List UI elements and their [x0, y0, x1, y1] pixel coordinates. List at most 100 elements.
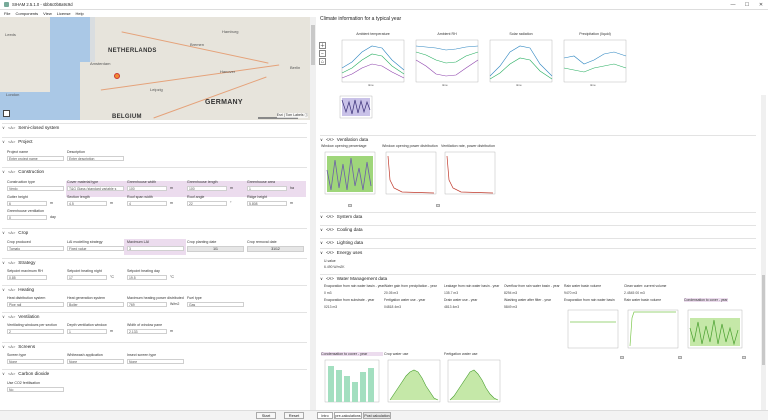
map-label-germany: GERMANY	[205, 99, 243, 106]
left-scrollbar[interactable]	[310, 17, 316, 410]
heat-distribution-select[interactable]: Pipe rail	[7, 302, 64, 307]
collapse-icon[interactable]: ∨	[2, 169, 5, 174]
section-ventilation-data[interactable]: ∨ <A> Ventilation data	[320, 135, 756, 143]
project-name-input[interactable]: Enter project name	[7, 156, 64, 161]
greenhouse-length-input[interactable]: 100	[187, 186, 227, 191]
collapse-icon[interactable]: ∨	[2, 344, 5, 349]
section-tag: <A>	[326, 214, 334, 219]
minimize-button[interactable]: —	[730, 2, 736, 8]
field-label: Greenhouse ventilation	[7, 209, 44, 213]
insect-screen-select[interactable]: None	[127, 359, 184, 364]
lai-strategy-select[interactable]: Fixed value	[67, 246, 124, 251]
greenhouse-width-input[interactable]: 100	[127, 186, 167, 191]
section-water-management[interactable]: ∨ <A> Water Management data	[320, 274, 756, 282]
chart-plot	[339, 95, 373, 119]
chart-slider[interactable]	[678, 356, 682, 359]
whitewash-select[interactable]: None	[67, 359, 124, 364]
zoom-in-icon[interactable]: ＋	[319, 42, 326, 49]
map-scrollbar[interactable]	[258, 117, 298, 119]
collapse-icon[interactable]: ∨	[320, 227, 324, 232]
collapse-icon[interactable]: ∨	[2, 230, 5, 235]
depth-window-input[interactable]: 1	[67, 329, 107, 334]
collapse-icon[interactable]: ∨	[320, 214, 324, 219]
menu-help[interactable]: Help	[75, 11, 84, 16]
ridge-height-input[interactable]: 5.808	[247, 201, 287, 206]
maximize-button[interactable]: ☐	[744, 2, 750, 8]
fuel-type-select[interactable]: Gas	[187, 302, 244, 307]
section-length-input[interactable]: 4.5	[67, 201, 107, 206]
map-label-netherlands: NETHERLANDS	[108, 48, 157, 54]
collapse-icon[interactable]: ∨	[2, 314, 5, 319]
max-lai-input[interactable]: 3	[127, 246, 184, 251]
menu-license[interactable]: License	[56, 11, 71, 16]
left-scrollbar-thumb[interactable]	[311, 25, 315, 65]
reset-button[interactable]: Reset	[284, 412, 304, 419]
zoom-icon[interactable]	[3, 110, 10, 117]
menu-components[interactable]: Components	[15, 11, 39, 16]
collapse-icon[interactable]: ∨	[2, 125, 5, 130]
roof-angle-input[interactable]: 22	[187, 201, 227, 206]
location-marker[interactable]	[114, 73, 120, 79]
cover-material-select[interactable]: T&G Glass (standard variable s	[67, 186, 124, 191]
window-width-input[interactable]: 2.133	[127, 329, 167, 334]
zoom-out-icon[interactable]: −	[319, 50, 326, 57]
location-map[interactable]: NETHERLANDS GERMANY BELGIUM Leeds Hambur…	[0, 17, 310, 120]
gutter-height-input[interactable]: 6	[7, 201, 47, 206]
description-input[interactable]: Enter description	[67, 156, 124, 161]
chart-title: Condensation to cover - year	[321, 352, 383, 356]
right-scrollbar-thumb[interactable]	[762, 275, 765, 365]
chart-slider[interactable]	[348, 204, 352, 207]
right-scrollbar[interactable]	[761, 95, 766, 410]
chart-slider[interactable]	[742, 356, 746, 359]
collapse-icon[interactable]: ∨	[2, 371, 5, 376]
heating-night-input[interactable]: 17	[67, 275, 107, 280]
construction-type-select[interactable]: Venlo	[7, 186, 64, 191]
collapse-icon[interactable]: ∨	[2, 139, 5, 144]
collapse-icon[interactable]: ∨	[320, 240, 324, 245]
greenhouse-area-input[interactable]: 1	[247, 186, 287, 191]
heating-day-input[interactable]: 19.5	[127, 275, 167, 280]
section-lighting-data[interactable]: ∨ <A> Lighting data	[320, 238, 756, 246]
close-button[interactable]: ✕	[758, 2, 764, 8]
tab-intro[interactable]: Intro	[317, 412, 333, 419]
greenhouse-ventilation-input[interactable]: 0	[7, 215, 47, 220]
home-icon[interactable]: ⌂	[319, 58, 326, 65]
section-system[interactable]: ∨ <A> Semi-closed system	[2, 123, 307, 131]
section-construction[interactable]: ∨ <A> Construction	[2, 167, 307, 175]
chart-slider[interactable]	[436, 204, 440, 207]
axis-label: time	[516, 83, 522, 87]
section-ventilation[interactable]: ∨ <A> Ventilation	[2, 312, 307, 320]
section-crop[interactable]: ∨ <A> Crop	[2, 228, 307, 236]
heat-generation-select[interactable]: Boiler	[67, 302, 124, 307]
collapse-icon[interactable]: ∨	[2, 260, 5, 265]
screen-type-select[interactable]: None	[7, 359, 64, 364]
menu-file[interactable]: File	[4, 11, 11, 16]
section-strategy[interactable]: ∨ <A> Strategy	[2, 258, 307, 266]
roof-span-input[interactable]: 4	[127, 201, 167, 206]
start-button[interactable]: Start	[256, 412, 276, 419]
max-rh-input[interactable]: 0.85	[7, 275, 47, 280]
left-panel: NETHERLANDS GERMANY BELGIUM Leeds Hambur…	[0, 17, 316, 410]
section-project[interactable]: ∨ <A> Project	[2, 137, 307, 145]
collapse-icon[interactable]: ∨	[320, 276, 324, 281]
removal-date-slider[interactable]: 31/12	[247, 246, 304, 252]
collapse-icon[interactable]: ∨	[2, 287, 5, 292]
collapse-icon[interactable]: ∨	[320, 250, 324, 255]
chart-slider[interactable]	[620, 356, 624, 359]
max-heating-power-input[interactable]: 769	[127, 302, 167, 307]
crop-produced-select[interactable]: Tomato	[7, 246, 64, 251]
tab-post-calculation[interactable]: Post calculation	[363, 412, 391, 419]
menu-view[interactable]: View	[43, 11, 52, 16]
section-energy-uses[interactable]: ∨ <A> Energy uses	[320, 248, 756, 256]
tab-pre-calculations[interactable]: pre-calculations	[334, 412, 362, 419]
section-heating[interactable]: ∨ <A> Heating	[2, 285, 307, 293]
collapse-icon[interactable]: ∨	[320, 137, 324, 142]
planting-date-slider[interactable]: 1/1	[187, 246, 244, 252]
section-system-data[interactable]: ∨ <A> System data	[320, 212, 756, 220]
section-title: Lighting data	[336, 240, 364, 245]
section-cooling-data[interactable]: ∨ <A> Cooling data	[320, 225, 756, 233]
section-screens[interactable]: ∨ <A> Screens	[2, 342, 307, 350]
section-co2[interactable]: ∨ <A> Carbon dioxide	[2, 369, 307, 377]
co2-fertilisation-select[interactable]: No	[7, 387, 64, 392]
windows-per-section-input[interactable]: 2	[7, 329, 64, 334]
